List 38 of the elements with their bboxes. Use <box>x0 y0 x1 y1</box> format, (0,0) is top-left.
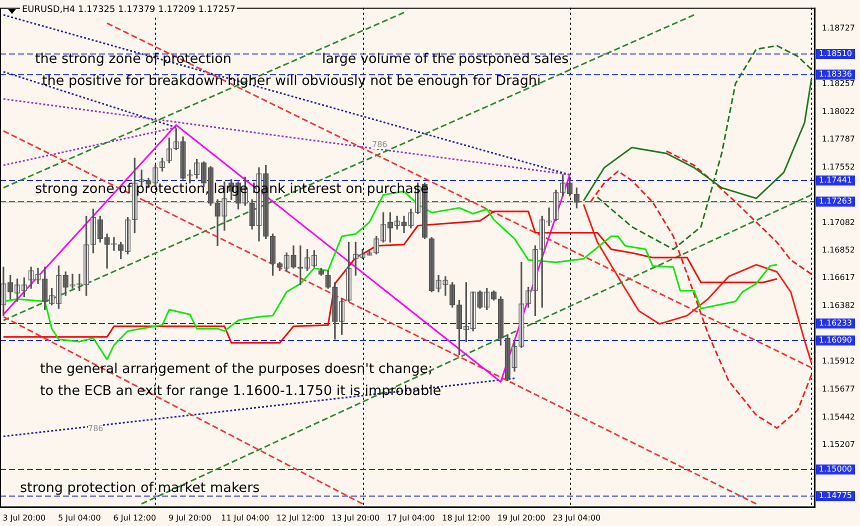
x-tick-label: 5 Jul 04:00 <box>58 513 101 522</box>
ref-line-label: 1.16090 <box>818 336 852 345</box>
ref-line-label: 1.18510 <box>818 49 852 58</box>
x-tick-label: 9 Jul 20:00 <box>168 513 212 522</box>
x-tick-label: 19 Jul 20:00 <box>497 513 546 522</box>
annotation: 786 <box>88 424 104 433</box>
x-tick-label: 12 Jul 12:00 <box>276 513 324 522</box>
x-tick-label: 18 Jul 12:00 <box>442 513 490 522</box>
annotation: the general arrangement of the purposes doesn't change; <box>40 361 433 377</box>
chart-title: EURUSD,H4 1.17325 1.17379 1.17209 1.17257 <box>20 5 238 16</box>
y-tick-label: 1.18727 <box>822 23 856 32</box>
line-series <box>666 150 812 275</box>
y-tick-label: 1.15207 <box>822 440 856 450</box>
y-tick-label: 1.17082 <box>822 218 856 228</box>
y-tick-label: 1.17787 <box>822 134 856 144</box>
x-tick-label: 6 Jul 12:00 <box>113 513 156 522</box>
x-tick-label: 17 Jul 04:00 <box>386 513 435 522</box>
y-tick-label: 1.17552 <box>822 162 856 172</box>
ref-line-label: 1.18336 <box>818 70 852 79</box>
x-tick-label: 11 Jul 04:00 <box>221 513 270 522</box>
ref-line-label: 1.17441 <box>818 176 852 185</box>
ref-line-label: 1.17263 <box>818 196 852 206</box>
y-tick-label: 1.15912 <box>822 356 856 366</box>
ref-line-label: 1.14775 <box>818 491 852 500</box>
x-tick-label: 13 Jul 20:00 <box>332 513 380 522</box>
y-tick-label: 1.15677 <box>822 384 856 394</box>
ref-line-label: 1.15000 <box>818 464 852 474</box>
ref-line-label: 1.16233 <box>818 318 852 328</box>
y-tick-label: 1.18257 <box>822 79 856 88</box>
y-tick-label: 1.16382 <box>822 300 856 310</box>
y-tick-label: 1.16617 <box>822 273 856 282</box>
y-tick-label: 1.15442 <box>822 412 856 422</box>
annotation: 786 <box>372 140 388 149</box>
x-tick-label: 23 Jul 04:00 <box>552 513 601 522</box>
x-tick-label: 3 Jul 20:00 <box>2 513 46 522</box>
y-tick-label: 1.16852 <box>822 245 856 254</box>
y-tick-label: 1.18022 <box>822 106 856 116</box>
annotation: large volume of the postponed sales <box>322 51 569 67</box>
